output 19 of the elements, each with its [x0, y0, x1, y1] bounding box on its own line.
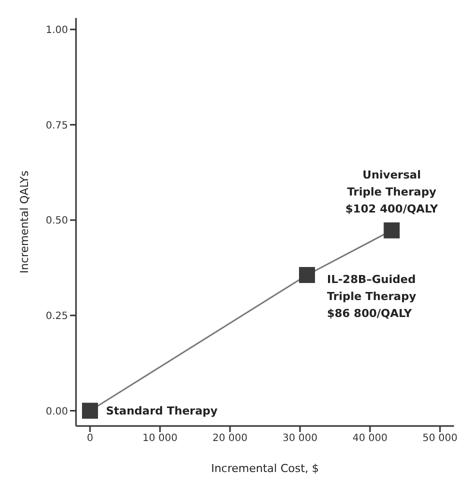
- x-tick-label: 0: [86, 433, 94, 444]
- x-tick-label: 30 000: [282, 433, 318, 444]
- annotation: IL-28B–Guided Triple Therapy $86 800/QALY: [327, 273, 416, 320]
- x-tick-label: 20 000: [212, 433, 248, 444]
- x-tick-label: 40 000: [352, 433, 388, 444]
- y-tick-label: 0.25: [46, 310, 68, 322]
- y-tick-label: 0.75: [46, 120, 68, 132]
- x-tick-label: 10 000: [142, 433, 178, 444]
- y-tick-label: 0.50: [46, 216, 68, 227]
- annotation: Universal Triple Therapy $102 400/QALY: [345, 168, 440, 216]
- annotation: Standard Therapy: [106, 404, 218, 418]
- point: [299, 267, 315, 283]
- y-axis-title: Incremental QALYs: [18, 170, 31, 274]
- point: [82, 402, 98, 419]
- x-axis-title: Incremental Cost, $: [211, 462, 319, 475]
- y-tick-label: 1.00: [46, 24, 68, 36]
- y-tick-label: 0.00: [46, 406, 68, 418]
- point: [384, 222, 400, 238]
- x-tick-label: 50 000: [422, 433, 458, 444]
